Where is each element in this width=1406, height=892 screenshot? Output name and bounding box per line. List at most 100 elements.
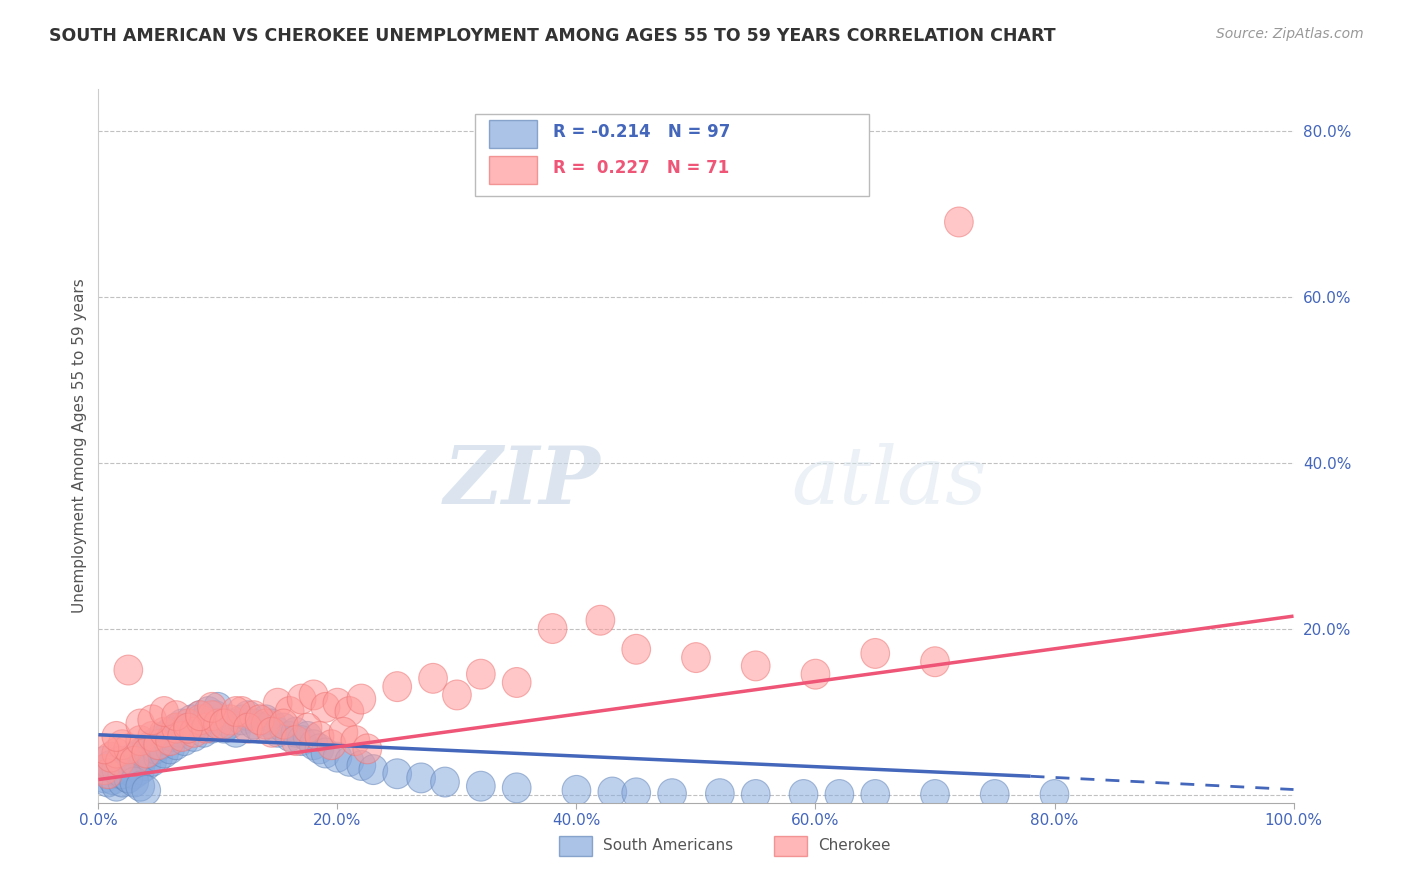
Ellipse shape	[129, 742, 159, 772]
Ellipse shape	[222, 697, 250, 726]
Ellipse shape	[190, 717, 218, 747]
Ellipse shape	[143, 742, 173, 772]
Ellipse shape	[276, 697, 304, 726]
Ellipse shape	[153, 725, 183, 756]
Text: R =  0.227   N = 71: R = 0.227 N = 71	[553, 159, 728, 177]
Ellipse shape	[228, 705, 256, 735]
Ellipse shape	[150, 738, 179, 768]
Ellipse shape	[257, 717, 285, 747]
Ellipse shape	[467, 659, 495, 690]
Ellipse shape	[96, 759, 125, 789]
Ellipse shape	[201, 701, 231, 731]
Ellipse shape	[270, 714, 298, 743]
Ellipse shape	[118, 750, 146, 780]
Ellipse shape	[127, 738, 155, 768]
Ellipse shape	[127, 772, 155, 801]
Ellipse shape	[658, 779, 686, 809]
Ellipse shape	[150, 722, 179, 751]
Ellipse shape	[741, 651, 770, 681]
Ellipse shape	[419, 664, 447, 693]
Ellipse shape	[305, 734, 333, 764]
Ellipse shape	[103, 722, 131, 751]
Text: atlas: atlas	[792, 443, 987, 520]
FancyBboxPatch shape	[475, 114, 869, 196]
Ellipse shape	[706, 779, 734, 809]
Ellipse shape	[108, 750, 136, 780]
Ellipse shape	[174, 709, 202, 739]
Ellipse shape	[263, 689, 292, 718]
Ellipse shape	[114, 655, 142, 685]
Ellipse shape	[287, 684, 316, 714]
Ellipse shape	[90, 747, 118, 776]
Text: Source: ZipAtlas.com: Source: ZipAtlas.com	[1216, 27, 1364, 41]
Ellipse shape	[682, 642, 710, 673]
Ellipse shape	[191, 714, 221, 743]
Ellipse shape	[191, 705, 221, 735]
Ellipse shape	[980, 780, 1010, 809]
Ellipse shape	[276, 722, 304, 751]
FancyBboxPatch shape	[773, 837, 807, 856]
Ellipse shape	[335, 747, 364, 776]
Ellipse shape	[105, 759, 135, 789]
Ellipse shape	[174, 714, 202, 743]
Ellipse shape	[167, 722, 197, 751]
Ellipse shape	[246, 714, 274, 743]
Text: SOUTH AMERICAN VS CHEROKEE UNEMPLOYMENT AMONG AGES 55 TO 59 YEARS CORRELATION CH: SOUTH AMERICAN VS CHEROKEE UNEMPLOYMENT …	[49, 27, 1056, 45]
Ellipse shape	[103, 772, 131, 801]
Ellipse shape	[382, 672, 412, 702]
Ellipse shape	[186, 705, 214, 735]
Ellipse shape	[162, 714, 190, 743]
Ellipse shape	[860, 780, 890, 809]
Ellipse shape	[318, 730, 346, 760]
Ellipse shape	[945, 207, 973, 237]
Ellipse shape	[257, 709, 285, 739]
Ellipse shape	[353, 734, 381, 764]
Ellipse shape	[562, 775, 591, 805]
Ellipse shape	[359, 755, 388, 785]
Ellipse shape	[90, 734, 118, 764]
Text: R = -0.214   N = 97: R = -0.214 N = 97	[553, 123, 730, 141]
Ellipse shape	[246, 705, 274, 735]
Ellipse shape	[860, 639, 890, 668]
Ellipse shape	[538, 614, 567, 643]
Ellipse shape	[105, 747, 135, 776]
Ellipse shape	[96, 750, 125, 780]
Ellipse shape	[281, 717, 309, 747]
FancyBboxPatch shape	[489, 155, 537, 184]
Ellipse shape	[194, 697, 222, 726]
Ellipse shape	[467, 772, 495, 801]
Ellipse shape	[111, 755, 139, 785]
Ellipse shape	[323, 689, 352, 718]
Ellipse shape	[215, 705, 245, 735]
Ellipse shape	[120, 747, 149, 776]
Ellipse shape	[347, 684, 375, 714]
Ellipse shape	[198, 714, 226, 743]
Ellipse shape	[177, 705, 207, 735]
Ellipse shape	[143, 725, 173, 756]
Ellipse shape	[90, 755, 118, 785]
Ellipse shape	[204, 692, 232, 723]
Ellipse shape	[921, 780, 949, 809]
Ellipse shape	[96, 742, 125, 772]
Ellipse shape	[209, 709, 238, 739]
Ellipse shape	[138, 730, 166, 760]
Ellipse shape	[103, 738, 131, 768]
Ellipse shape	[156, 717, 184, 747]
Ellipse shape	[198, 692, 226, 723]
Ellipse shape	[305, 722, 333, 751]
Ellipse shape	[825, 780, 853, 809]
Ellipse shape	[294, 722, 322, 751]
Ellipse shape	[430, 767, 460, 797]
Ellipse shape	[621, 778, 651, 808]
Ellipse shape	[122, 747, 150, 776]
Ellipse shape	[120, 767, 149, 797]
Ellipse shape	[132, 775, 160, 805]
Ellipse shape	[94, 759, 122, 789]
Ellipse shape	[114, 747, 142, 776]
Ellipse shape	[270, 709, 298, 739]
Ellipse shape	[138, 705, 166, 735]
Ellipse shape	[94, 767, 122, 797]
Ellipse shape	[252, 709, 280, 739]
Ellipse shape	[323, 742, 352, 772]
Ellipse shape	[143, 730, 173, 760]
